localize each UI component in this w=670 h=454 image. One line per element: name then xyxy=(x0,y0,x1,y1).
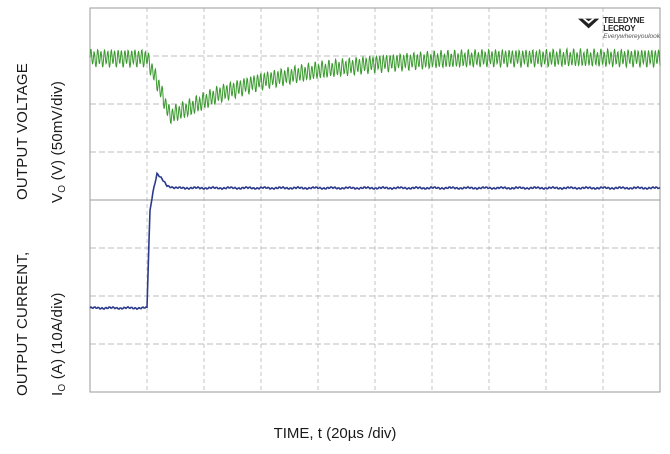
current-axis-title: OUTPUT CURRENT, xyxy=(14,251,31,396)
current-scale: (A) (10A/div) xyxy=(49,292,66,384)
logo-name: TELEDYNE LECROY xyxy=(603,16,645,33)
grid xyxy=(89,7,661,393)
lecroy-logo-icon xyxy=(578,18,600,29)
voltage-axis-label-line2: VO (V) (50mV/div) xyxy=(49,81,68,203)
logo-tagline: Everywhereyoulook xyxy=(603,33,661,40)
current-subscript: O xyxy=(57,383,68,392)
voltage-symbol: V xyxy=(49,192,66,203)
current-trace xyxy=(89,171,661,311)
voltage-axis-title: OUTPUT VOLTAGE xyxy=(14,63,31,200)
current-axis-label-line2: IO (A) (10A/div) xyxy=(49,292,68,396)
x-axis-label: TIME, t (20µs /div) xyxy=(273,425,397,442)
traces xyxy=(89,46,661,311)
voltage-scale: (V) (50mV/div) xyxy=(49,80,66,185)
current-symbol: I xyxy=(49,391,66,396)
current-axis-label-line1: OUTPUT CURRENT, xyxy=(14,252,31,396)
teledyne-lecroy-logo: TELEDYNE LECROY Everywhereyoulook xyxy=(578,17,670,41)
voltage-trace xyxy=(89,46,661,125)
voltage-subscript: O xyxy=(57,184,68,193)
voltage-axis-label-line1: OUTPUT VOLTAGE xyxy=(14,63,31,200)
